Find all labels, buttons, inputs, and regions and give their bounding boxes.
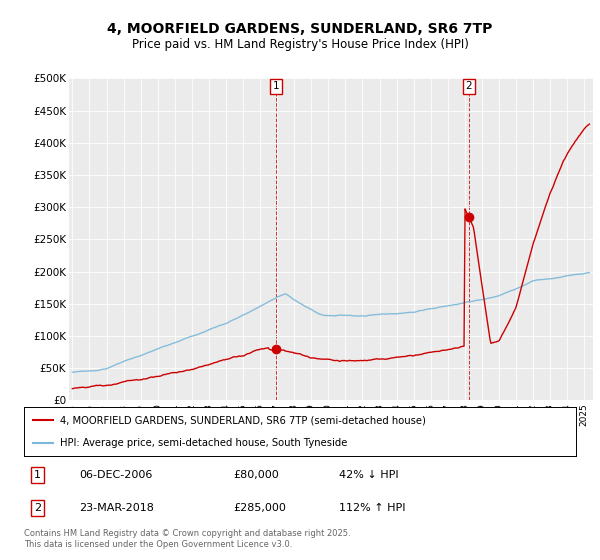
Text: 2: 2 (465, 81, 472, 91)
Text: £285,000: £285,000 (234, 503, 287, 514)
Text: 42% ↓ HPI: 42% ↓ HPI (338, 470, 398, 480)
Text: 4, MOORFIELD GARDENS, SUNDERLAND, SR6 7TP (semi-detached house): 4, MOORFIELD GARDENS, SUNDERLAND, SR6 7T… (60, 416, 426, 426)
Text: Contains HM Land Registry data © Crown copyright and database right 2025.
This d: Contains HM Land Registry data © Crown c… (24, 529, 350, 549)
Text: 06-DEC-2006: 06-DEC-2006 (79, 470, 152, 480)
Text: Price paid vs. HM Land Registry's House Price Index (HPI): Price paid vs. HM Land Registry's House … (131, 38, 469, 51)
Text: 1: 1 (272, 81, 279, 91)
Text: 112% ↑ HPI: 112% ↑ HPI (338, 503, 405, 514)
Text: 4, MOORFIELD GARDENS, SUNDERLAND, SR6 7TP: 4, MOORFIELD GARDENS, SUNDERLAND, SR6 7T… (107, 22, 493, 36)
Text: HPI: Average price, semi-detached house, South Tyneside: HPI: Average price, semi-detached house,… (60, 438, 347, 448)
Text: 2: 2 (34, 503, 41, 514)
Text: 1: 1 (34, 470, 41, 480)
Text: 23-MAR-2018: 23-MAR-2018 (79, 503, 154, 514)
Text: £80,000: £80,000 (234, 470, 280, 480)
